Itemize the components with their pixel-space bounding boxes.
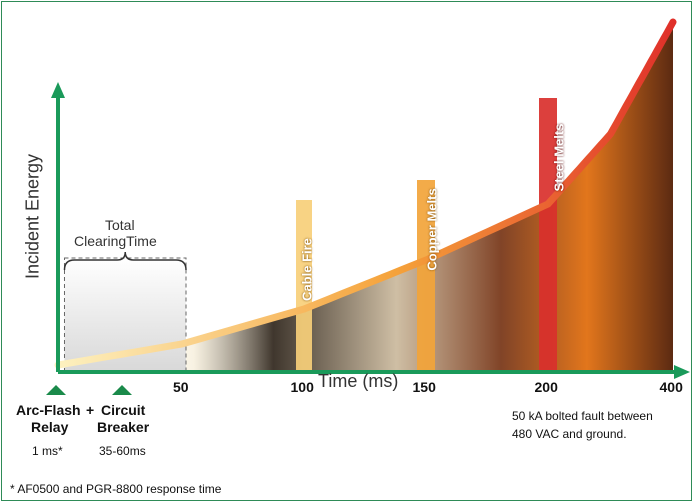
fault-note-line2: 480 VAC and ground. (512, 427, 627, 441)
relay-name-line2: Relay (31, 419, 69, 435)
breaker-time: 35-60ms (99, 444, 146, 458)
breaker-name-line1: Circuit (101, 402, 146, 418)
x-tick-label-400: 400 (659, 379, 683, 395)
breaker-marker (112, 385, 132, 395)
marker-label-steel-melts: Steel Melts (551, 123, 567, 192)
y-axis-arrow (51, 82, 65, 98)
clearing-time-brace (63, 251, 187, 271)
relay-marker (46, 385, 66, 395)
clearing-time-label-line1: Total (105, 217, 135, 233)
marker-band-2 (539, 98, 557, 372)
x-tick-label-200: 200 (534, 379, 558, 395)
fault-note-line1: 50 kA bolted fault between (512, 409, 653, 423)
y-axis-label: Incident Energy (22, 153, 43, 280)
relay-time: 1 ms* (32, 444, 63, 458)
relay-name-line1: Arc-Flash (16, 402, 81, 418)
x-axis-arrow (674, 365, 690, 379)
x-tick-label-150: 150 (412, 379, 436, 395)
breaker-name-line2: Breaker (97, 419, 150, 435)
footnote: * AF0500 and PGR-8800 response time (10, 482, 222, 496)
x-axis-label: Time (ms) (318, 371, 399, 391)
marker-band-1 (417, 180, 435, 372)
marker-band-0 (296, 200, 312, 372)
marker-label-cable-fire: Cable Fire (299, 238, 315, 301)
energy-area (58, 22, 673, 372)
x-tick-label-100: 100 (290, 379, 314, 395)
energy-curve (54, 18, 677, 369)
clearing-time-label-line2: ClearingTime (74, 233, 157, 249)
marker-label-copper-melts: Copper Melts (424, 188, 440, 271)
plus-sign: + (86, 402, 95, 418)
x-tick-label-50: 50 (173, 379, 189, 395)
